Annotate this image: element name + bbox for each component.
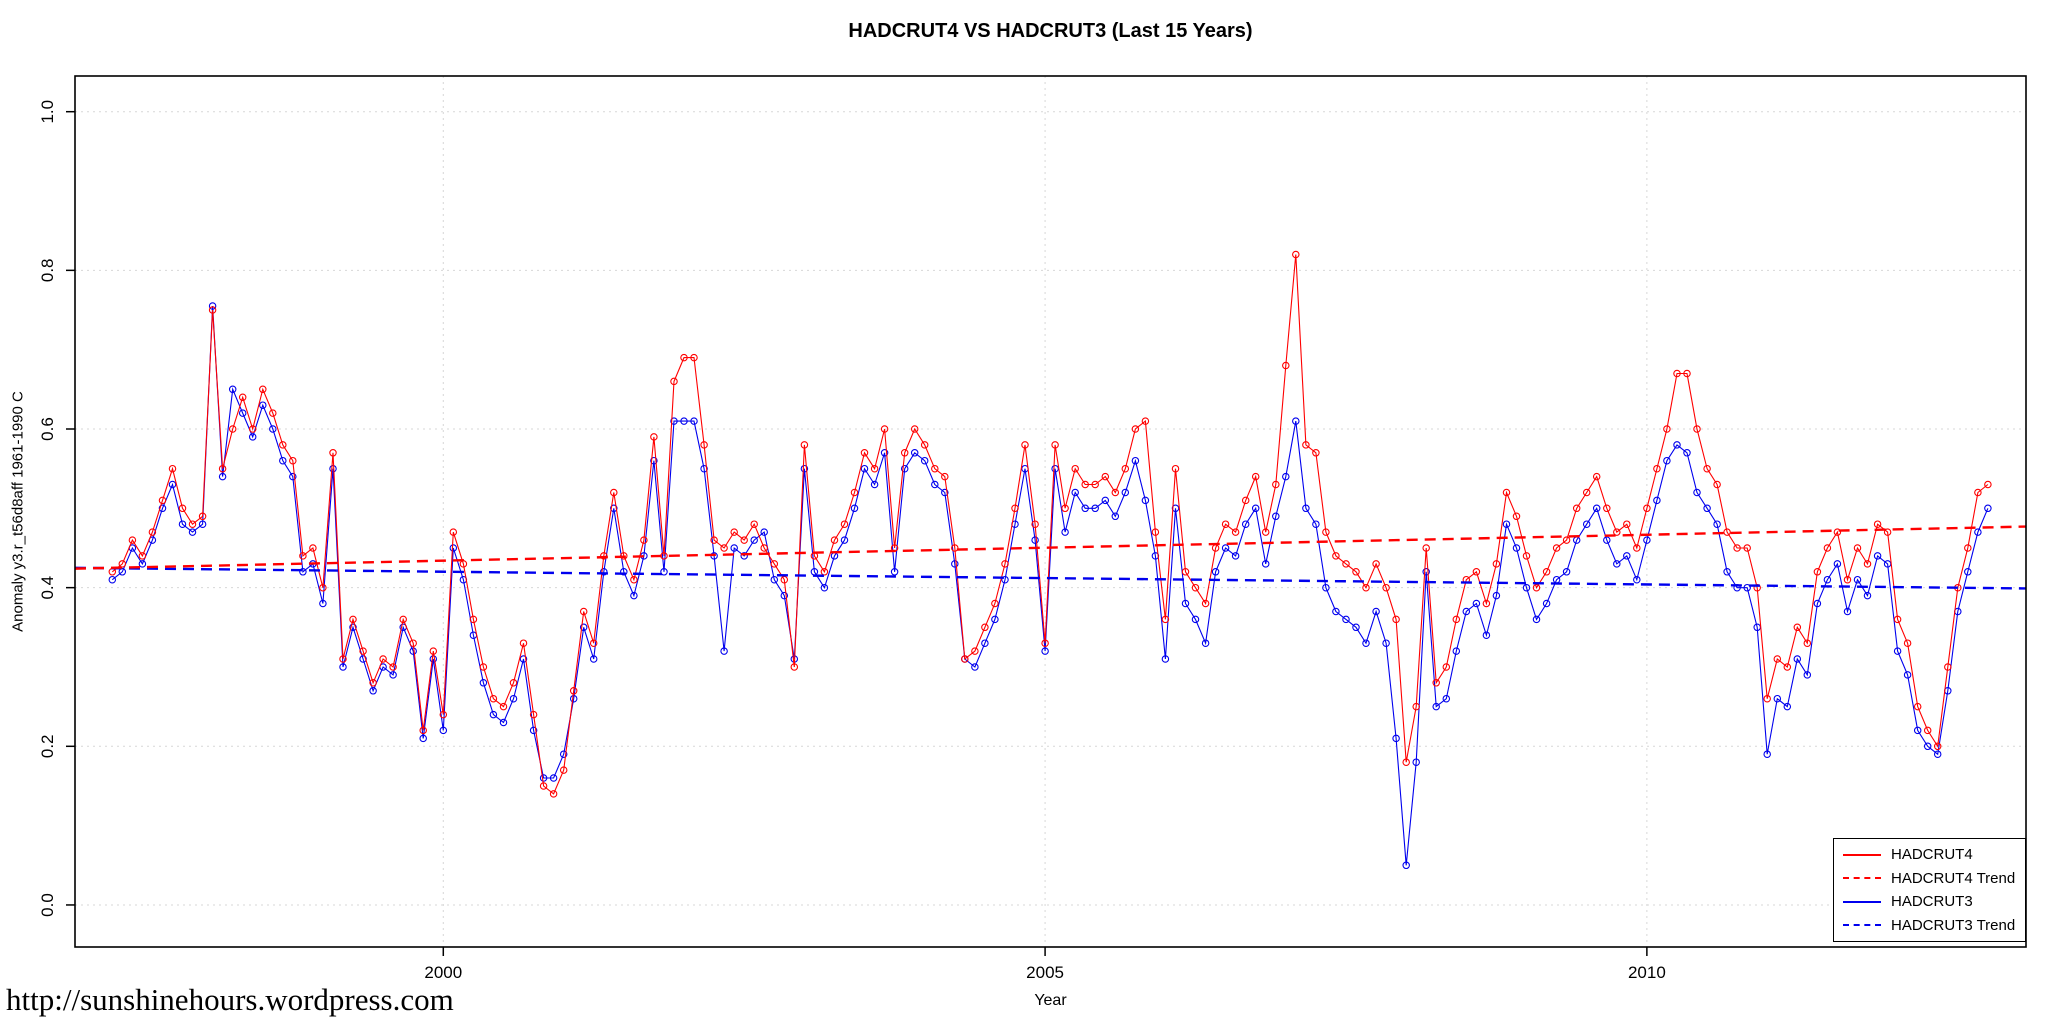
footer-url: http://sunshinehours.wordpress.com xyxy=(6,982,454,1017)
legend-entry: HADCRUT3 xyxy=(1834,890,2025,913)
svg-text:0.6: 0.6 xyxy=(38,417,57,441)
svg-text:2005: 2005 xyxy=(1026,963,1064,982)
legend-label: HADCRUT3 xyxy=(1891,893,1973,911)
legend-entry: HADCRUT4 xyxy=(1834,843,2025,866)
svg-text:1.0: 1.0 xyxy=(38,100,57,124)
svg-text:0.0: 0.0 xyxy=(38,893,57,917)
legend-line-sample-hadcrut3 xyxy=(1843,900,1881,903)
svg-text:0.2: 0.2 xyxy=(38,734,57,758)
svg-text:2000: 2000 xyxy=(424,963,462,982)
x-axis-label: Year xyxy=(1034,992,1067,1009)
legend-line-sample-hadcrut4-trend xyxy=(1843,877,1881,880)
legend-entry: HADCRUT4 Trend xyxy=(1834,867,2025,890)
legend-line-sample-hadcrut4 xyxy=(1843,853,1881,856)
chart-legend: HADCRUT4 HADCRUT4 Trend HADCRUT3 HADCRUT… xyxy=(1833,838,2026,942)
y-axis-label: Anomaly y3.r_t56d8aff 1961-1990 C xyxy=(9,391,27,632)
svg-text:0.8: 0.8 xyxy=(38,258,57,282)
svg-text:0.4: 0.4 xyxy=(38,576,57,600)
legend-label: HADCRUT4 Trend xyxy=(1891,869,2016,887)
legend-entry: HADCRUT3 Trend xyxy=(1834,914,2025,937)
chart-title: HADCRUT4 VS HADCRUT3 (Last 15 Years) xyxy=(848,20,1253,42)
svg-text:2010: 2010 xyxy=(1628,963,1666,982)
legend-line-sample-hadcrut3-trend xyxy=(1843,924,1881,927)
legend-label: HADCRUT4 xyxy=(1891,846,1973,864)
legend-label: HADCRUT3 Trend xyxy=(1891,916,2016,934)
